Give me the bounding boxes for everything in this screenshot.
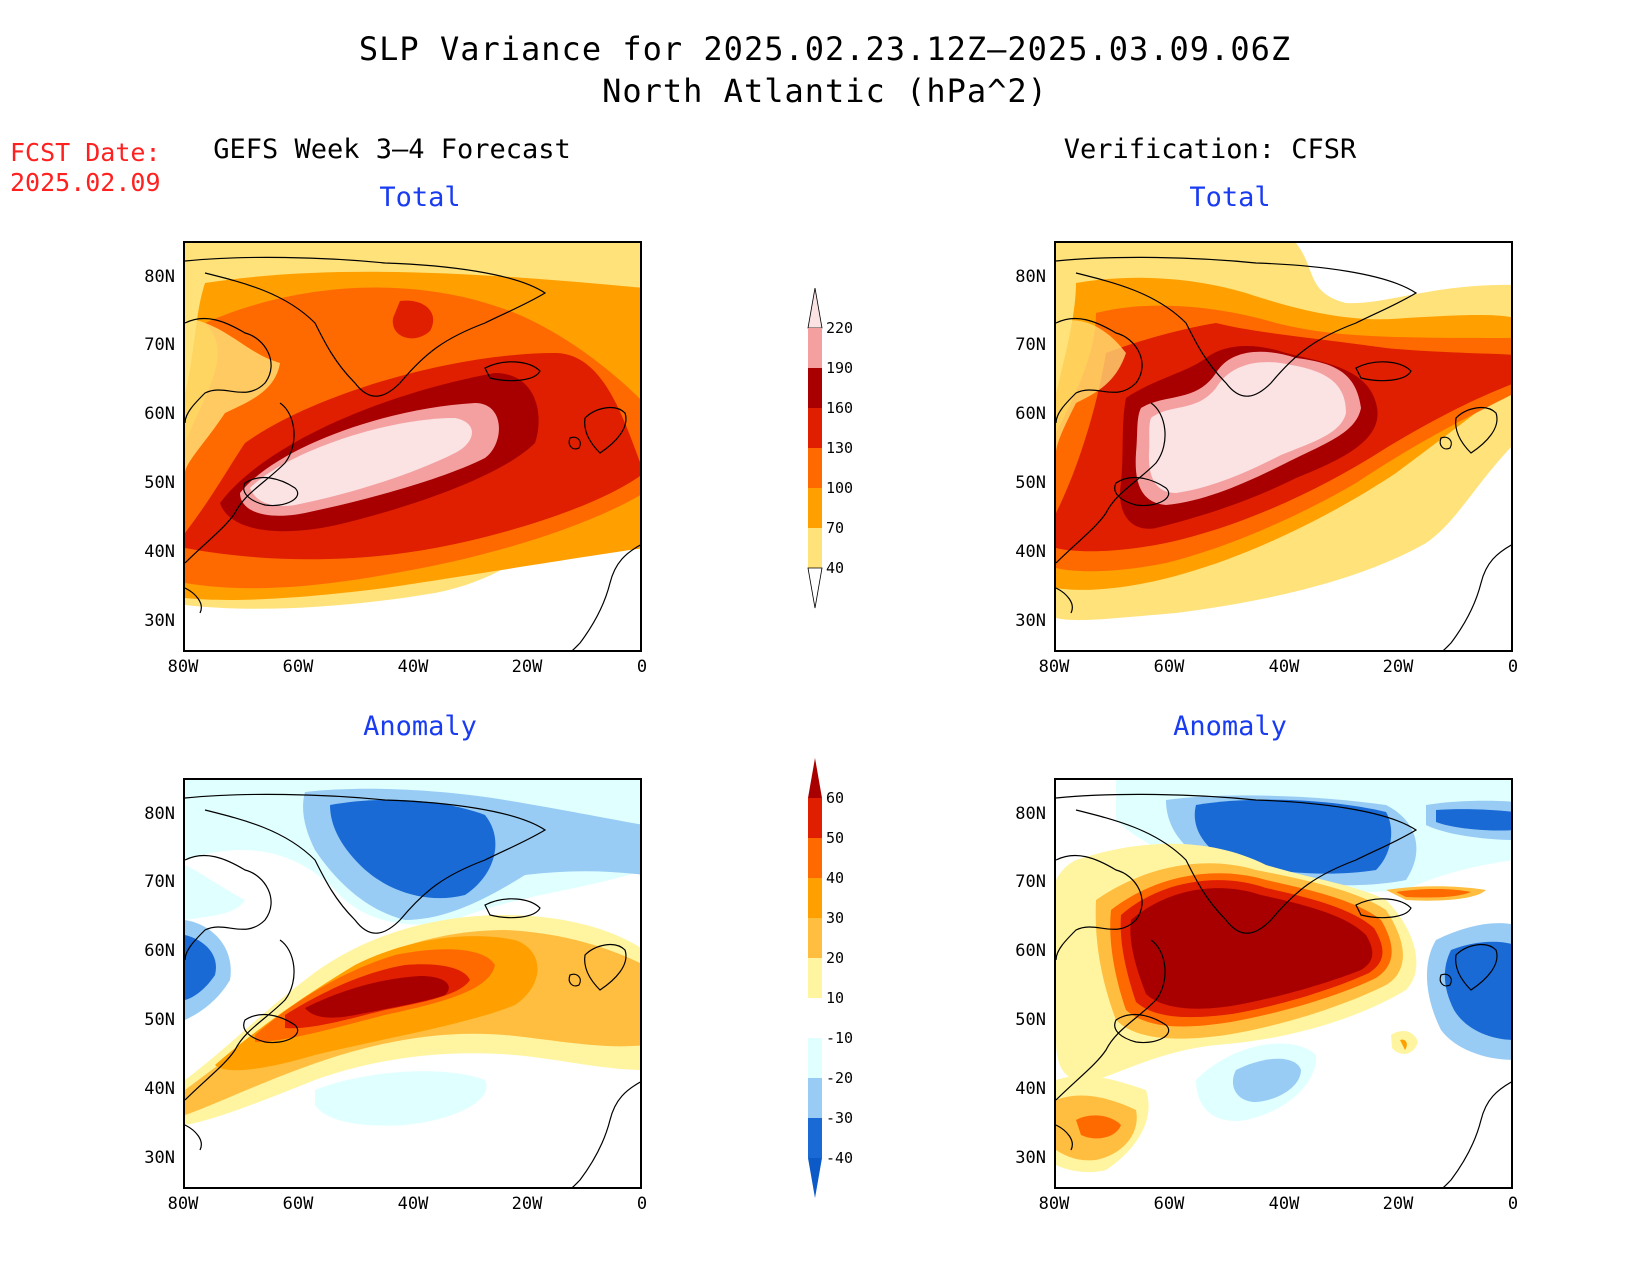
- panel-title-anomaly-left: Anomaly: [363, 711, 477, 742]
- lat-label: 70N: [144, 335, 175, 355]
- right-column-title: Verification: CFSR: [1063, 134, 1357, 165]
- colorbar-level-label: 70: [826, 519, 845, 537]
- colorbar-segment: [808, 918, 822, 958]
- lon-label: 40W: [397, 657, 429, 677]
- colorbar-level-label: 20: [826, 949, 845, 967]
- lon-label: 20W: [1382, 657, 1414, 677]
- lon-label: 0: [1507, 657, 1519, 677]
- lon-label: 40W: [1268, 657, 1300, 677]
- lat-label: 30N: [1015, 611, 1046, 631]
- lon-label: 0: [1507, 1194, 1519, 1214]
- lon-label: 20W: [1382, 1194, 1414, 1214]
- lat-label: 50N: [144, 473, 175, 493]
- fcst-date: 2025.02.09: [10, 168, 161, 197]
- colorbar-segment: [808, 1118, 822, 1158]
- lat-label: 80N: [144, 804, 175, 824]
- colorbar-segment: [808, 878, 822, 918]
- colorbar-level-label: 40: [826, 559, 845, 577]
- lon-label: 20W: [511, 657, 543, 677]
- lat-label: 50N: [1015, 1010, 1046, 1030]
- lat-label: 40N: [144, 1079, 175, 1099]
- colorbar-bottom-triangle: [807, 567, 823, 609]
- lon-label: 60W: [282, 1194, 314, 1214]
- lon-label: 40W: [1268, 1194, 1300, 1214]
- lat-label: 80N: [1015, 267, 1046, 287]
- main-title: SLP Variance for 2025.02.23.12Z–2025.03.…: [358, 30, 1292, 68]
- lon-label: 0: [636, 1194, 648, 1214]
- lon-label: 80W: [1038, 657, 1070, 677]
- colorbar-level-label: 130: [826, 439, 854, 457]
- colorbar-segment: [808, 368, 822, 408]
- lat-label: 80N: [1015, 804, 1046, 824]
- lon-label: 60W: [1153, 657, 1185, 677]
- colorbar-level-label: -40: [826, 1149, 854, 1167]
- lon-label: 60W: [1153, 1194, 1185, 1214]
- colorbar-level-label: -30: [826, 1109, 854, 1127]
- lat-label: 60N: [1015, 404, 1046, 424]
- map-panel-gefs-total: [183, 241, 642, 652]
- panel-title-total-right: Total: [1189, 182, 1271, 213]
- lat-label: 60N: [1015, 941, 1046, 961]
- anomaly-colorbar: [800, 758, 830, 1212]
- map-panel-cfsr-total: [1054, 241, 1513, 652]
- colorbar-segment: [808, 838, 822, 878]
- colorbar-level-label: 40: [826, 869, 845, 887]
- colorbar-top-triangle: [807, 287, 823, 329]
- lat-label: 30N: [1015, 1148, 1046, 1168]
- panel-title-anomaly-right: Anomaly: [1173, 711, 1287, 742]
- colorbar-level-label: 220: [826, 319, 854, 337]
- colorbar-segment: [808, 958, 822, 998]
- lon-label: 80W: [1038, 1194, 1070, 1214]
- colorbar-level-label: -20: [826, 1069, 854, 1087]
- map-panel-gefs-anomaly: [183, 778, 642, 1189]
- colorbar-level-label: 50: [826, 829, 845, 847]
- total-colorbar: [800, 287, 830, 622]
- lon-label: 60W: [282, 657, 314, 677]
- lon-label: 0: [636, 657, 648, 677]
- panel-title-total-left: Total: [379, 182, 461, 213]
- lon-label: 40W: [397, 1194, 429, 1214]
- lat-label: 60N: [144, 941, 175, 961]
- colorbar-segment: [808, 1078, 822, 1118]
- colorbar-segment: [808, 408, 822, 448]
- colorbar-segment: [808, 798, 822, 838]
- lon-label: 80W: [167, 657, 199, 677]
- fcst-label: FCST Date:: [10, 138, 161, 167]
- lat-label: 40N: [144, 542, 175, 562]
- lat-label: 30N: [144, 1148, 175, 1168]
- colorbar-segment: [808, 528, 822, 568]
- lat-label: 60N: [144, 404, 175, 424]
- lon-label: 20W: [511, 1194, 543, 1214]
- lat-label: 70N: [1015, 335, 1046, 355]
- lat-label: 30N: [144, 611, 175, 631]
- lat-label: 50N: [1015, 473, 1046, 493]
- colorbar-bottom-triangle: [808, 1158, 822, 1198]
- lat-label: 70N: [144, 872, 175, 892]
- colorbar-level-label: 100: [826, 479, 854, 497]
- colorbar-top-triangle: [808, 758, 822, 798]
- colorbar-level-label: 30: [826, 909, 845, 927]
- fcst-date-block: FCST Date: 2025.02.09: [10, 138, 161, 198]
- colorbar-level-label: 160: [826, 399, 854, 417]
- colorbar-level-label: 190: [826, 359, 854, 377]
- left-column-title: GEFS Week 3–4 Forecast: [213, 134, 571, 165]
- colorbar-segment: [808, 488, 822, 528]
- colorbar-segment: [808, 998, 822, 1038]
- colorbar-segment: [808, 1038, 822, 1078]
- lat-label: 50N: [144, 1010, 175, 1030]
- colorbar-segment: [808, 448, 822, 488]
- colorbar-segment: [808, 328, 822, 368]
- lat-label: 70N: [1015, 872, 1046, 892]
- map-panel-cfsr-anomaly: [1054, 778, 1513, 1189]
- colorbar-level-label: 60: [826, 789, 845, 807]
- lat-label: 80N: [144, 267, 175, 287]
- lon-label: 80W: [167, 1194, 199, 1214]
- lat-label: 40N: [1015, 542, 1046, 562]
- main-subtitle: North Atlantic (hPa^2): [602, 72, 1048, 110]
- colorbar-level-label: -10: [826, 1029, 854, 1047]
- colorbar-level-label: 10: [826, 989, 845, 1007]
- lat-label: 40N: [1015, 1079, 1046, 1099]
